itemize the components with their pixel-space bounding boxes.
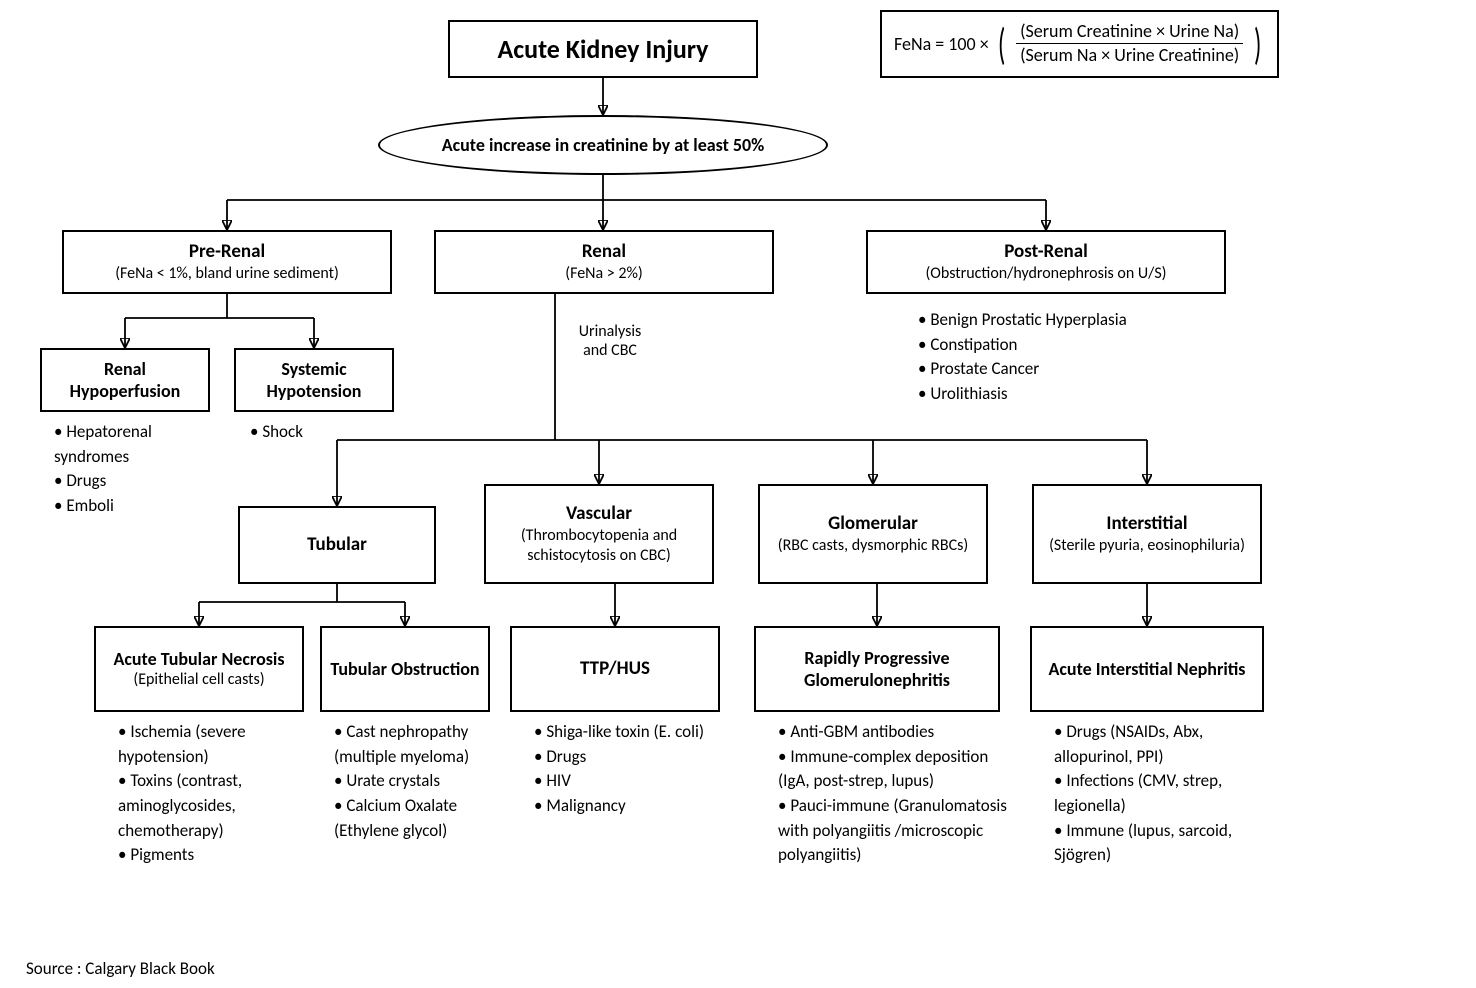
glomerular-subtitle: (RBC casts, dysmorphic RBCs) [778,536,968,556]
post-renal-subtitle: (Obstruction/hydronephrosis on U/S) [925,264,1166,284]
label-urinalysis: Urinalysis and CBC [560,322,660,360]
node-renal-hypoperfusion: Renal Hypoperfusion [40,348,210,412]
renal-subtitle: (FeNa > 2%) [565,264,643,284]
node-definition: Acute increase in creatinine by at least… [378,115,828,175]
list-ain: Drugs (NSAIDs, Abx, allopurinol, PPI) In… [1036,720,1276,868]
node-atn: Acute Tubular Necrosis (Epithelial cell … [94,626,304,712]
definition-text: Acute increase in creatinine by at least… [442,134,765,156]
tubular-title: Tubular [307,533,367,557]
node-tubular: Tubular [238,506,436,584]
node-renal: Renal (FeNa > 2%) [434,230,774,294]
formula-left-paren-icon: ( [998,22,1005,66]
ttp-hus-title: TTP/HUS [580,657,650,681]
systemic-hypotension-title: Systemic Hypotension [244,358,384,403]
list-item: Pauci-immune (Granulomatosis with polyan… [778,794,1010,868]
list-item: Shiga-like toxin (E. coli) [534,720,746,745]
formula-numerator: (Serum Creatinine × Urine Na) [1016,20,1243,44]
formula-box: FeNa = 100 × ( (Serum Creatinine × Urine… [880,10,1279,78]
source-label: Source : Calgary Black Book [26,958,215,979]
formula-fraction: (Serum Creatinine × Urine Na) (Serum Na … [1016,20,1243,68]
pre-renal-title: Pre-Renal [189,240,265,264]
list-item: Toxins (contrast, aminoglycosides, chemo… [118,769,310,843]
node-ain: Acute Interstitial Nephritis [1030,626,1264,712]
bullets-post-renal: Benign Prostatic Hyperplasia Constipatio… [900,308,1200,407]
list-rpgn: Anti-GBM antibodies Immune-complex depos… [760,720,1010,868]
list-item: Hepatorenal syndromes [54,420,206,469]
bullets-atn: Ischemia (severe hypotension) Toxins (co… [100,720,310,868]
list-atn: Ischemia (severe hypotension) Toxins (co… [100,720,310,868]
list-item: Drugs [54,469,206,494]
formula-right-paren-icon: ) [1254,22,1261,66]
node-systemic-hypotension: Systemic Hypotension [234,348,394,412]
list-item: Prostate Cancer [918,357,1200,382]
flowchart-canvas: FeNa = 100 × ( (Serum Creatinine × Urine… [0,0,1476,988]
list-item: Emboli [54,494,206,519]
renal-hypoperfusion-title: Renal Hypoperfusion [50,358,200,403]
tubular-obstruction-title: Tubular Obstruction [330,658,479,681]
list-item: Urolithiasis [918,382,1200,407]
bullets-ttp-hus: Shiga-like toxin (E. coli) Drugs HIV Mal… [516,720,746,819]
vascular-title: Vascular [566,502,632,526]
interstitial-subtitle: (Sterile pyuria, eosinophiluria) [1049,536,1245,556]
bullets-tubular-obstruction: Cast nephropathy (multiple myeloma) Urat… [316,720,516,843]
list-ttp-hus: Shiga-like toxin (E. coli) Drugs HIV Mal… [516,720,746,819]
node-tubular-obstruction: Tubular Obstruction [320,626,490,712]
list-item: Malignancy [534,794,746,819]
list-item: Immune-complex deposition (IgA, post-str… [778,745,1010,794]
atn-subtitle: (Epithelial cell casts) [133,670,264,690]
node-rpgn: Rapidly Progressive Glomerulonephritis [754,626,1000,712]
bullets-renal-hypoperfusion: Hepatorenal syndromes Drugs Emboli [36,420,206,519]
node-interstitial: Interstitial (Sterile pyuria, eosinophil… [1032,484,1262,584]
list-item: Drugs (NSAIDs, Abx, allopurinol, PPI) [1054,720,1276,769]
ain-title: Acute Interstitial Nephritis [1048,658,1245,681]
node-glomerular: Glomerular (RBC casts, dysmorphic RBCs) [758,484,988,584]
formula-denominator: (Serum Na × Urine Creatinine) [1016,44,1243,67]
glomerular-title: Glomerular [828,512,918,536]
list-item: Infections (CMV, strep, legionella) [1054,769,1276,818]
list-renal-hypoperfusion: Hepatorenal syndromes Drugs Emboli [36,420,206,519]
list-item: Shock [250,420,392,445]
renal-title: Renal [582,240,626,264]
list-item: Calcium Oxalate (Ethylene glycol) [334,794,516,843]
atn-title: Acute Tubular Necrosis [113,648,284,671]
node-ttp-hus: TTP/HUS [510,626,720,712]
list-item: Immune (lupus, sarcoid, Sjögren) [1054,819,1276,868]
list-item: HIV [534,769,746,794]
vascular-subtitle: (Thrombocytopenia and schistocytosis on … [494,526,704,566]
list-item: Pigments [118,843,310,868]
node-post-renal: Post-Renal (Obstruction/hydronephrosis o… [866,230,1226,294]
bullets-systemic-hypotension: Shock [232,420,392,445]
bullets-rpgn: Anti-GBM antibodies Immune-complex depos… [760,720,1010,868]
list-tubular-obstruction: Cast nephropathy (multiple myeloma) Urat… [316,720,516,843]
pre-renal-subtitle: (FeNa < 1%, bland urine sediment) [115,264,339,284]
list-item: Constipation [918,333,1200,358]
interstitial-title: Interstitial [1106,512,1187,536]
bullets-ain: Drugs (NSAIDs, Abx, allopurinol, PPI) In… [1036,720,1276,868]
formula-lhs: FeNa = 100 × [894,33,989,55]
rpgn-title: Rapidly Progressive Glomerulonephritis [764,647,990,692]
list-systemic-hypotension: Shock [232,420,392,445]
list-item: Urate crystals [334,769,516,794]
list-item: Anti-GBM antibodies [778,720,1010,745]
node-vascular: Vascular (Thrombocytopenia and schistocy… [484,484,714,584]
list-item: Drugs [534,745,746,770]
list-item: Cast nephropathy (multiple myeloma) [334,720,516,769]
list-item: Ischemia (severe hypotension) [118,720,310,769]
list-item: Benign Prostatic Hyperplasia [918,308,1200,333]
title-text: Acute Kidney Injury [498,33,709,66]
post-renal-title: Post-Renal [1004,240,1088,264]
list-post-renal: Benign Prostatic Hyperplasia Constipatio… [900,308,1200,407]
node-pre-renal: Pre-Renal (FeNa < 1%, bland urine sedime… [62,230,392,294]
node-title: Acute Kidney Injury [448,20,758,78]
